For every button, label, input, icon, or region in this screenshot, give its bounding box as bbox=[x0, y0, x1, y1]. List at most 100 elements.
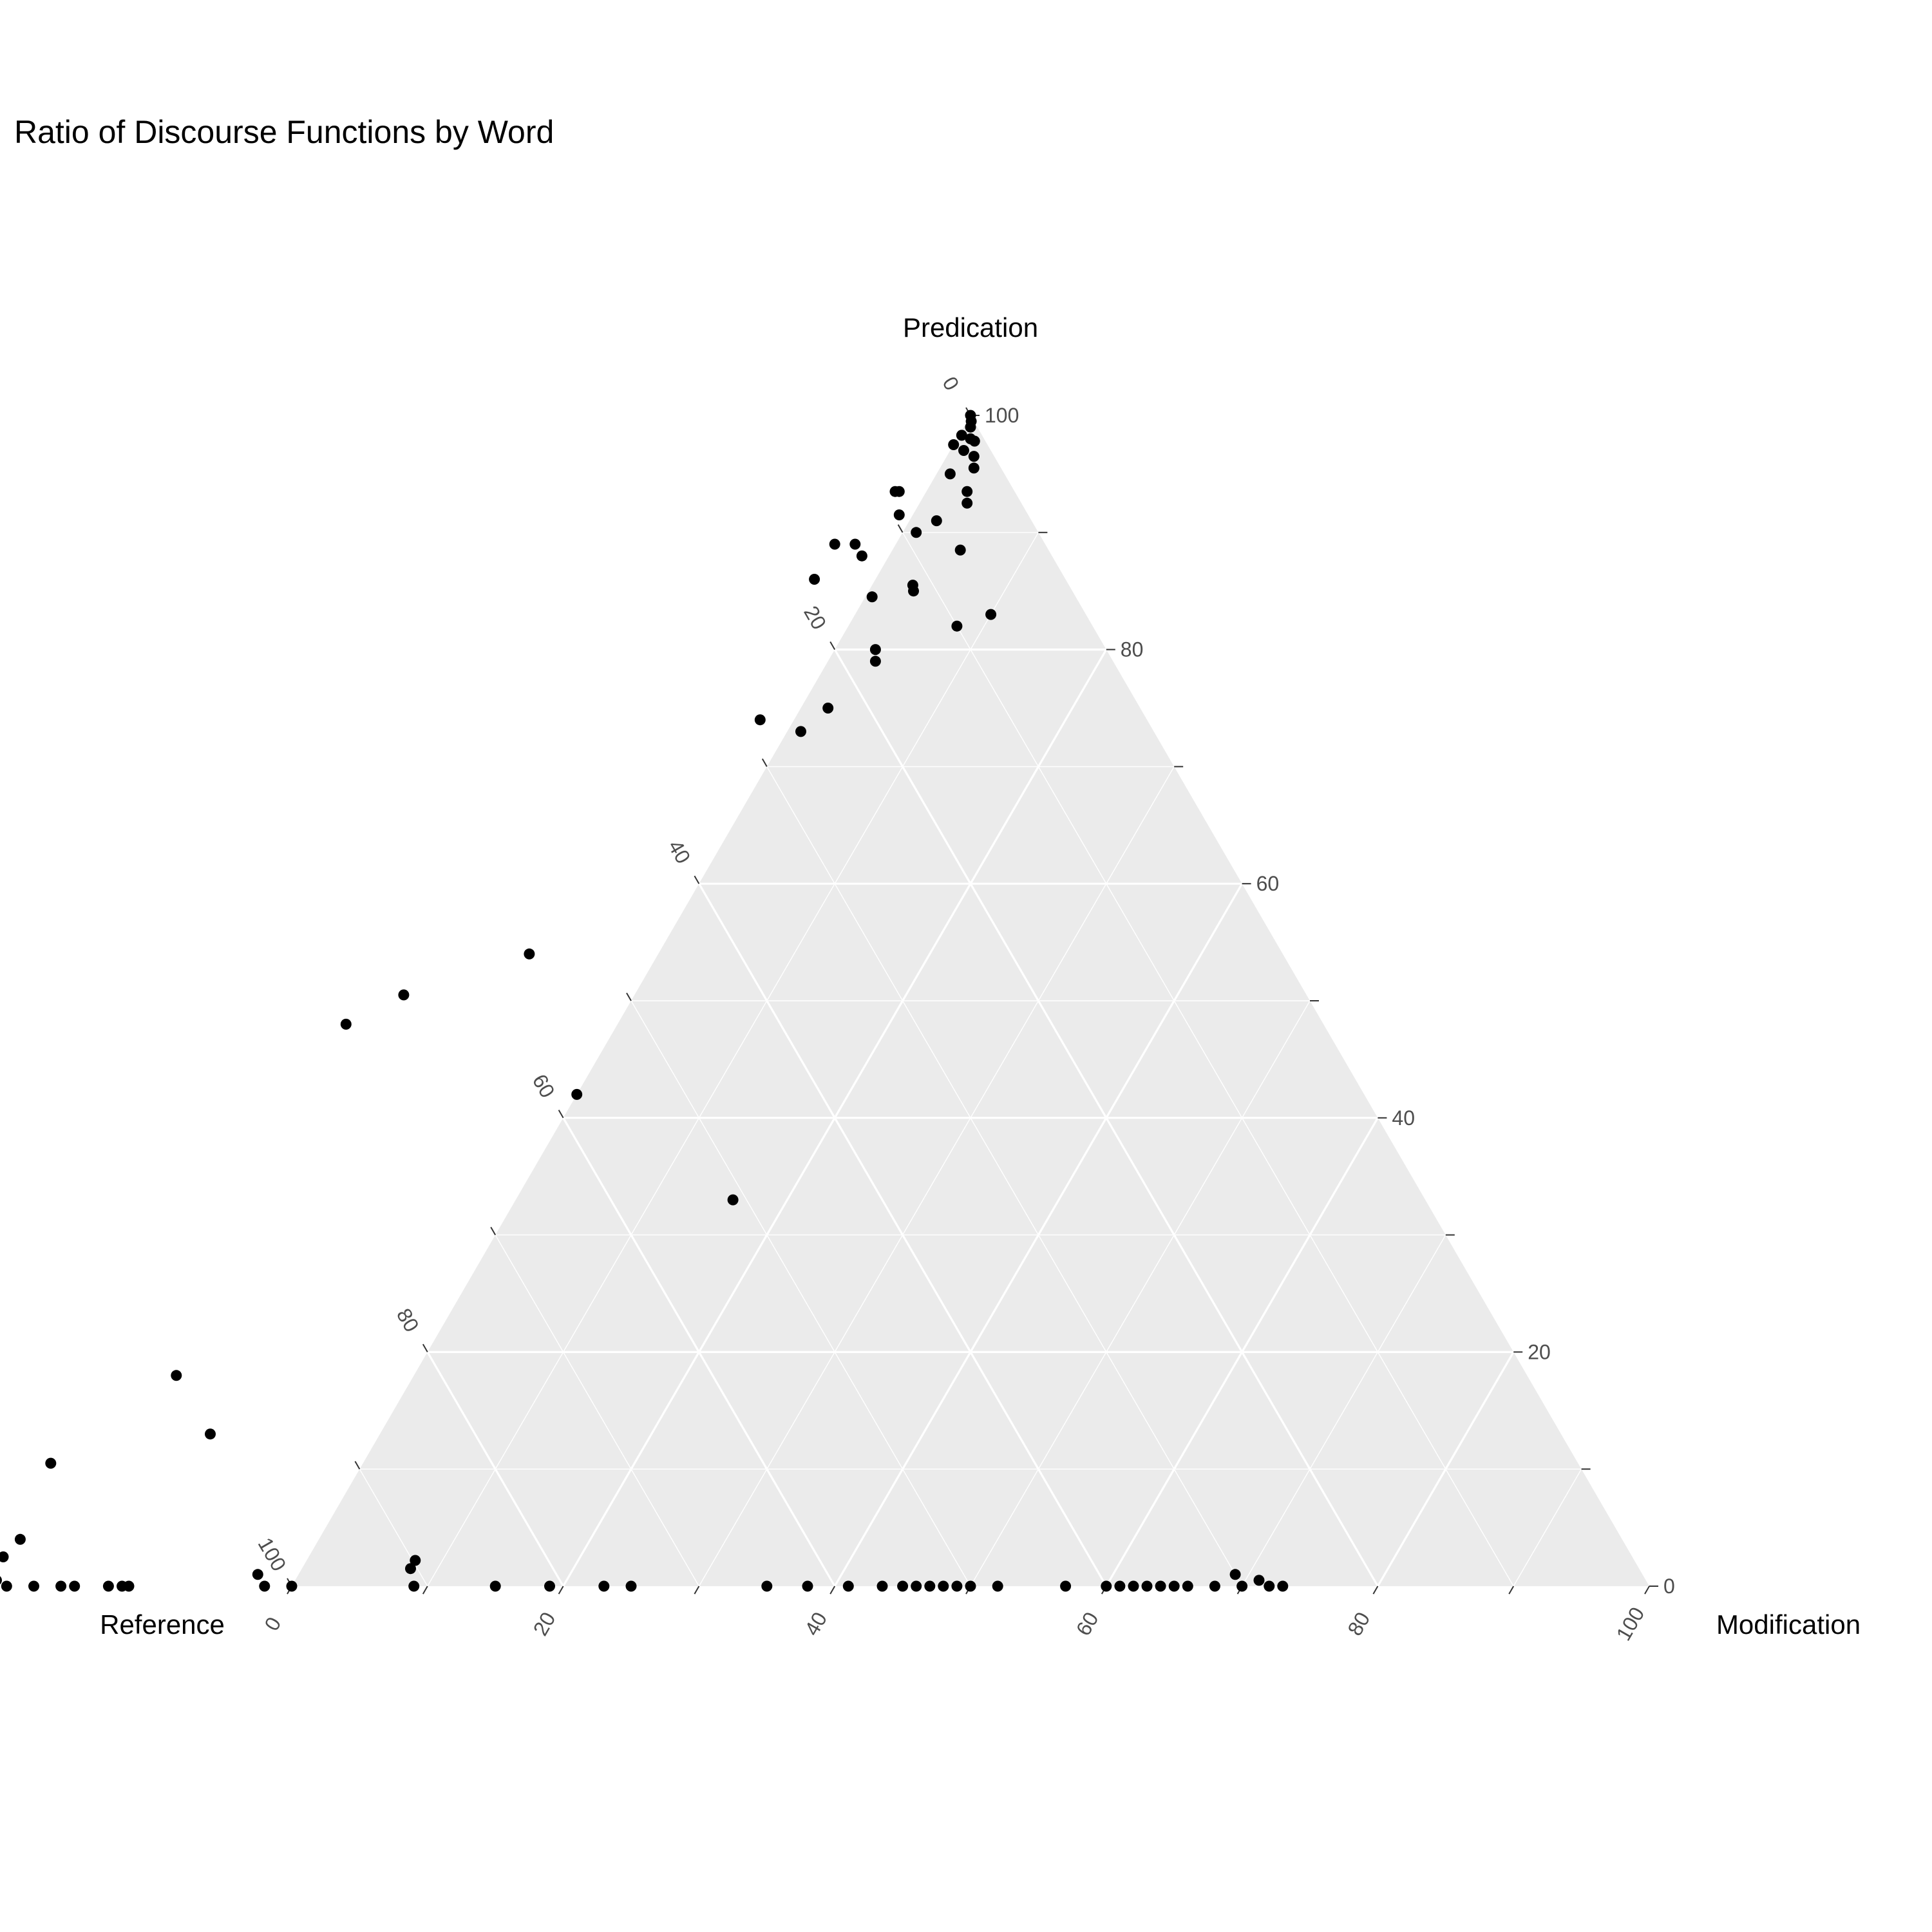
data-point bbox=[286, 1580, 298, 1592]
data-point bbox=[1, 1580, 12, 1592]
data-point bbox=[28, 1580, 39, 1592]
data-point bbox=[1101, 1580, 1112, 1592]
data-point bbox=[822, 703, 834, 714]
data-point bbox=[123, 1580, 135, 1592]
tick-label-predication: 20 bbox=[1528, 1340, 1551, 1363]
tick-mark bbox=[490, 1226, 497, 1236]
tick-mark bbox=[422, 1586, 428, 1595]
data-point bbox=[958, 445, 969, 456]
data-point bbox=[948, 439, 960, 450]
tick-mark bbox=[694, 1586, 700, 1595]
minor-gridline bbox=[495, 1235, 700, 1587]
data-point bbox=[951, 620, 963, 632]
data-point bbox=[795, 726, 806, 737]
data-point bbox=[408, 1580, 420, 1592]
major-gridline bbox=[833, 883, 1243, 1587]
major-gridline bbox=[426, 1351, 564, 1587]
tick-label-modification: 40 bbox=[800, 1608, 831, 1640]
data-point bbox=[45, 1457, 57, 1469]
data-point bbox=[1060, 1580, 1072, 1592]
data-point bbox=[911, 527, 922, 538]
tick-label-reference: 80 bbox=[392, 1304, 424, 1336]
tick-label-modification: 60 bbox=[1072, 1608, 1103, 1640]
tick-mark bbox=[558, 1110, 564, 1119]
tick-mark bbox=[354, 1461, 361, 1470]
tick-label-predication: 60 bbox=[1256, 872, 1280, 895]
chart-title: Ratio of Discourse Functions by Word bbox=[14, 114, 554, 150]
tick-mark bbox=[761, 758, 768, 767]
minor-gridline bbox=[902, 532, 1514, 1587]
major-gridlines bbox=[426, 648, 1515, 1587]
axis-label-reference: Reference bbox=[100, 1609, 225, 1640]
minor-gridline bbox=[630, 1000, 971, 1587]
minor-gridline bbox=[427, 532, 1039, 1587]
data-point bbox=[866, 591, 878, 603]
minor-gridline bbox=[970, 1000, 1311, 1587]
data-point bbox=[965, 421, 976, 433]
data-point bbox=[968, 462, 980, 474]
data-point bbox=[908, 585, 919, 597]
data-point bbox=[992, 1580, 1003, 1592]
data-point bbox=[754, 714, 766, 726]
major-gridline bbox=[562, 1117, 836, 1587]
tick-mark bbox=[422, 1343, 428, 1352]
tick-label-predication: 100 bbox=[985, 404, 1019, 427]
data-point bbox=[1264, 1580, 1275, 1592]
minor-gridline bbox=[359, 1468, 428, 1587]
data-point bbox=[625, 1580, 637, 1592]
data-point bbox=[1128, 1580, 1139, 1592]
data-point bbox=[102, 1580, 114, 1592]
data-point bbox=[1253, 1575, 1265, 1586]
tick-label-reference: 60 bbox=[528, 1070, 560, 1102]
data-point bbox=[924, 1580, 936, 1592]
tick-label-modification: 100 bbox=[1612, 1603, 1649, 1644]
tick-mark bbox=[1644, 1586, 1650, 1595]
tick-mark bbox=[829, 1586, 836, 1595]
data-point bbox=[951, 1580, 963, 1592]
data-point bbox=[544, 1580, 555, 1592]
tick-mark bbox=[897, 524, 904, 533]
tick-label-modification: 20 bbox=[529, 1608, 560, 1640]
data-point bbox=[489, 1580, 501, 1592]
minor-gridline bbox=[1241, 1235, 1446, 1587]
data-point bbox=[171, 1370, 182, 1381]
data-point bbox=[954, 544, 966, 556]
data-point bbox=[1114, 1580, 1126, 1592]
data-point bbox=[55, 1580, 67, 1592]
minor-gridline bbox=[1513, 1468, 1582, 1587]
data-points bbox=[0, 410, 1289, 1592]
data-point bbox=[911, 1580, 922, 1592]
tick-mark bbox=[694, 875, 700, 884]
data-point bbox=[956, 430, 967, 441]
minor-gridline bbox=[698, 766, 1175, 1587]
tick-mark bbox=[829, 641, 836, 650]
data-point bbox=[876, 1580, 888, 1592]
minor-gridlines bbox=[359, 532, 1582, 1587]
data-point bbox=[727, 1194, 739, 1206]
data-point bbox=[252, 1569, 263, 1580]
tick-label-predication: 40 bbox=[1392, 1106, 1415, 1130]
data-point bbox=[571, 1088, 583, 1100]
data-point bbox=[1155, 1580, 1166, 1592]
minor-gridline bbox=[766, 766, 1243, 1587]
tick-mark bbox=[626, 992, 632, 1001]
tick-label-reference: 100 bbox=[254, 1533, 291, 1575]
data-point bbox=[869, 656, 881, 667]
data-point bbox=[856, 550, 867, 562]
data-point bbox=[849, 538, 861, 550]
data-point bbox=[968, 451, 980, 462]
data-point bbox=[14, 1533, 26, 1545]
data-point bbox=[398, 989, 410, 1001]
data-point bbox=[889, 486, 901, 497]
data-point bbox=[1141, 1580, 1153, 1592]
data-point bbox=[69, 1580, 80, 1592]
tick-mark bbox=[1372, 1586, 1379, 1595]
data-point bbox=[340, 1018, 352, 1030]
data-point bbox=[938, 1580, 949, 1592]
data-point bbox=[842, 1580, 854, 1592]
data-point bbox=[0, 1551, 9, 1562]
data-point bbox=[965, 1580, 976, 1592]
data-point bbox=[598, 1580, 610, 1592]
data-point bbox=[1168, 1580, 1180, 1592]
data-point bbox=[969, 435, 980, 447]
